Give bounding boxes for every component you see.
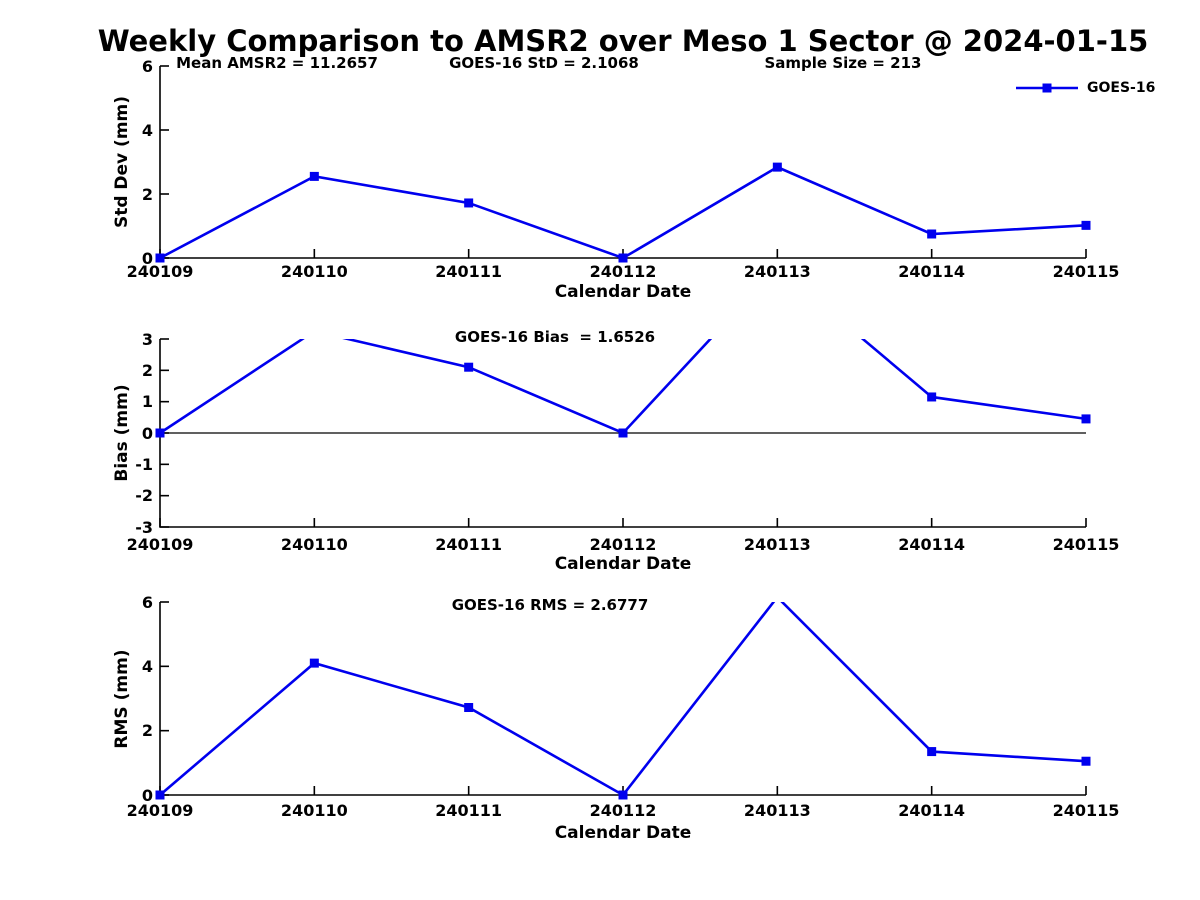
std-dev-x-tick-label: 240111: [435, 261, 503, 281]
std-dev-x-tick-label: 240115: [1052, 261, 1120, 281]
std-dev-y-tick-label: 2: [141, 184, 153, 204]
rms-data-point-marker: [618, 790, 628, 800]
std-dev-data-point-marker: [309, 171, 319, 181]
std-dev-x-tick-label: 240112: [589, 261, 657, 281]
rms-series-line: [159, 602, 1087, 797]
rms-stat-annotation: GOES-16 RMS = 2.6777: [451, 596, 649, 614]
rms-data-point-marker: [927, 747, 937, 757]
bias-x-tick-label: 240114: [898, 534, 966, 554]
bias-y-tick-label: 1: [141, 392, 153, 412]
std-dev-x-tick-label: 240109: [126, 261, 194, 281]
rms-x-tick-label: 240113: [743, 800, 811, 820]
rms-data-point-marker: [464, 703, 474, 713]
rms-x-tick-label: 240112: [589, 800, 657, 820]
std-dev-y-tick-label: 6: [141, 56, 153, 76]
std-dev-y-tick-label: 4: [141, 120, 153, 140]
std-dev-x-tick-label: 240114: [898, 261, 966, 281]
rms-x-tick-label: 240115: [1052, 800, 1120, 820]
rms-y-axis-title: RMS (mm): [112, 648, 132, 749]
rms-x-tick-label: 240111: [435, 800, 503, 820]
rms-x-axis-title: Calendar Date: [554, 823, 692, 843]
std-dev-axes: [159, 66, 1086, 259]
rms-y-tick-label: 2: [141, 721, 153, 741]
bias-x-tick-label: 240113: [743, 534, 811, 554]
bias-y-tick-label: -2: [135, 486, 153, 506]
std-dev-x-axis-title: Calendar Date: [554, 282, 692, 302]
std-dev-y-axis-title: Std Dev (mm): [112, 95, 132, 229]
bias-data-point-marker: [155, 428, 165, 438]
bias-x-tick-label: 240115: [1052, 534, 1120, 554]
std-dev-y-tick-label: 0: [141, 248, 153, 268]
bias-data-point-marker: [464, 362, 474, 372]
bias-data-point-marker: [618, 428, 628, 438]
rms-data-point-marker: [1081, 756, 1091, 766]
bias-y-tick-label: -1: [135, 454, 153, 474]
rms-y-tick-label: 6: [141, 592, 153, 612]
bias-data-point-marker: [927, 392, 937, 402]
bias-y-tick-label: 2: [141, 360, 153, 380]
std-dev-x-tick-label: 240113: [743, 261, 811, 281]
rms-axes: [159, 602, 1086, 796]
bias-x-tick-label: 240112: [589, 534, 657, 554]
rms-x-tick-label: 240114: [898, 800, 966, 820]
rms-y-tick-label: 4: [141, 656, 153, 676]
std-dev-series-line: [159, 165, 1087, 260]
std-dev-data-point-marker: [464, 198, 474, 208]
std-dev-data-point-marker: [772, 162, 782, 172]
std-dev-stat-annotation: Mean AMSR2 = 11.2657: [176, 54, 378, 72]
std-dev-data-point-marker: [1081, 220, 1091, 230]
bias-y-tick-label: -3: [135, 517, 153, 537]
std-dev-data-point-marker: [618, 253, 628, 263]
legend: GOES-16: [1014, 80, 1155, 96]
rms-data-point-marker: [155, 790, 165, 800]
std-dev-stat-annotation: GOES-16 StD = 2.1068: [449, 54, 639, 72]
figure-title: Weekly Comparison to AMSR2 over Meso 1 S…: [97, 24, 1149, 58]
legend-line-sample-icon: [1016, 83, 1078, 93]
bias-data-point-marker: [1081, 414, 1091, 424]
rms-x-tick-label: 240110: [280, 800, 348, 820]
bias-x-tick-label: 240110: [280, 534, 348, 554]
std-dev-data-point-marker: [927, 229, 937, 239]
bias-x-tick-label: 240109: [126, 534, 194, 554]
bias-stat-annotation: GOES-16 Bias = 1.6526: [454, 328, 656, 346]
rms-x-tick-label: 240109: [126, 800, 194, 820]
std-dev-stat-annotation: Sample Size = 213: [764, 54, 922, 72]
bias-x-tick-label: 240111: [435, 534, 503, 554]
rms-y-tick-label: 0: [141, 785, 153, 805]
legend-series-label: GOES-16: [1087, 80, 1156, 96]
bias-y-tick-label: 3: [141, 329, 153, 349]
bias-x-axis-title: Calendar Date: [554, 554, 692, 574]
bias-y-axis-title: Bias (mm): [112, 384, 132, 482]
rms-data-point-marker: [309, 658, 319, 668]
bias-y-tick-label: 0: [141, 423, 153, 443]
std-dev-data-point-marker: [155, 253, 165, 263]
std-dev-x-tick-label: 240110: [280, 261, 348, 281]
